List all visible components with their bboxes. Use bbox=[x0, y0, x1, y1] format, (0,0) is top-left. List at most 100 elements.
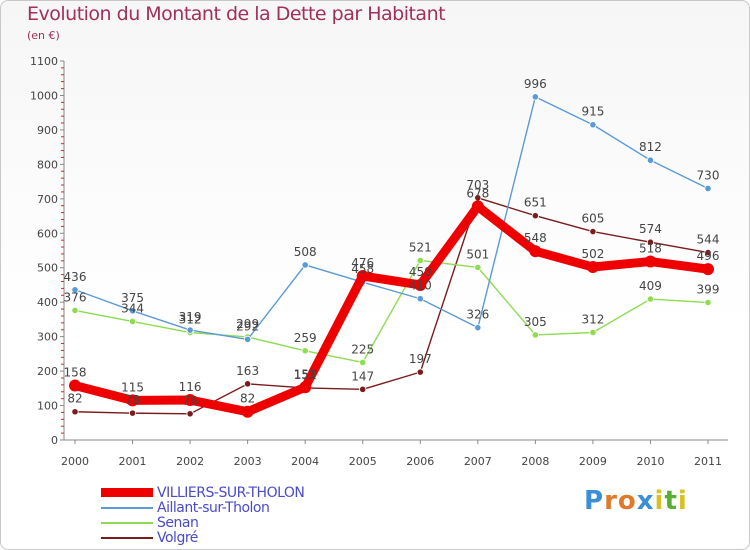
data-label: 82 bbox=[240, 392, 255, 406]
data-point bbox=[589, 121, 597, 129]
y-tick-label: 800 bbox=[37, 158, 58, 171]
data-point bbox=[69, 379, 81, 392]
data-label: 259 bbox=[294, 331, 317, 345]
data-label: 436 bbox=[64, 270, 87, 284]
data-label: 312 bbox=[581, 313, 604, 327]
data-point bbox=[301, 347, 309, 355]
data-point bbox=[416, 256, 424, 265]
data-point bbox=[299, 381, 312, 394]
x-tick-label: 2005 bbox=[349, 455, 377, 468]
data-point bbox=[241, 405, 254, 418]
x-tick-label: 2004 bbox=[291, 455, 319, 468]
y-tick-label: 400 bbox=[37, 296, 58, 309]
data-label: 225 bbox=[351, 342, 374, 356]
y-tick-label: 900 bbox=[37, 124, 58, 137]
data-label: 158 bbox=[64, 366, 87, 380]
legend-label: Senan bbox=[157, 514, 199, 531]
data-label: 312 bbox=[179, 313, 202, 327]
data-point bbox=[126, 394, 139, 407]
y-tick-label: 700 bbox=[37, 193, 58, 206]
x-tick-label: 2008 bbox=[521, 455, 549, 468]
data-point bbox=[71, 306, 79, 315]
legend-item: Volgré bbox=[101, 529, 304, 546]
y-tick-label: 500 bbox=[37, 262, 58, 275]
y-tick-label: 200 bbox=[37, 365, 58, 378]
data-label: 292 bbox=[236, 319, 259, 333]
legend-label: Volgré bbox=[157, 529, 198, 546]
data-label: 703 bbox=[466, 178, 489, 192]
proxiti-logo: Proxiti bbox=[584, 486, 688, 516]
y-tick-label: 100 bbox=[37, 400, 58, 413]
legend-item: Senan bbox=[101, 514, 304, 531]
legend: VILLIERS-SUR-THOLON Aillant-sur-Tholon Sen… bbox=[101, 484, 305, 546]
y-tick-label: 1100 bbox=[30, 55, 58, 68]
data-label: 521 bbox=[409, 240, 432, 254]
data-point bbox=[529, 245, 542, 258]
data-label: 496 bbox=[697, 249, 720, 263]
data-point bbox=[128, 409, 137, 417]
data-point bbox=[531, 212, 539, 220]
data-point bbox=[531, 331, 539, 339]
series-line bbox=[70, 201, 713, 417]
data-label: 319 bbox=[179, 310, 202, 324]
legend-swatch bbox=[101, 521, 153, 524]
data-label: 344 bbox=[121, 301, 144, 315]
data-label: 115 bbox=[121, 380, 144, 394]
data-point bbox=[359, 385, 367, 393]
data-label: 476 bbox=[351, 256, 374, 270]
data-label: 450 bbox=[409, 265, 432, 279]
data-point bbox=[704, 184, 712, 193]
legend-label: Aillant-sur-Tholon bbox=[157, 499, 270, 516]
data-label: 326 bbox=[466, 308, 489, 322]
data-label: 76 bbox=[182, 394, 197, 408]
data-point bbox=[414, 278, 427, 291]
data-label: 399 bbox=[697, 283, 720, 297]
data-label: 544 bbox=[697, 233, 720, 247]
data-point bbox=[589, 328, 597, 337]
data-label: 915 bbox=[581, 105, 604, 119]
data-label: 501 bbox=[466, 247, 489, 261]
series-line bbox=[74, 197, 709, 415]
data-point bbox=[646, 238, 655, 246]
data-label: 163 bbox=[236, 364, 259, 378]
data-point bbox=[704, 248, 712, 257]
legend-swatch bbox=[101, 506, 153, 509]
data-point bbox=[531, 93, 539, 101]
legend-swatch bbox=[101, 536, 153, 539]
data-label: 502 bbox=[581, 247, 604, 261]
data-point bbox=[71, 408, 79, 416]
data-label: 82 bbox=[67, 392, 82, 406]
data-point bbox=[644, 255, 657, 268]
data-label: 409 bbox=[639, 279, 662, 293]
data-label: 730 bbox=[697, 168, 720, 182]
data-point bbox=[244, 380, 252, 388]
data-point bbox=[474, 324, 482, 332]
legend-swatch bbox=[101, 488, 153, 497]
series-line bbox=[74, 96, 709, 341]
data-point bbox=[646, 295, 655, 303]
x-tick-label: 2007 bbox=[464, 455, 492, 468]
y-tick-label: 600 bbox=[37, 227, 58, 240]
data-point bbox=[184, 394, 197, 407]
data-label: 116 bbox=[179, 380, 202, 394]
y-tick-label: 1000 bbox=[30, 89, 58, 102]
data-label: 996 bbox=[524, 77, 547, 91]
series-volgr- bbox=[71, 194, 712, 418]
x-tick-label: 2006 bbox=[406, 455, 434, 468]
legend-label: VILLIERS-SUR-THOLON bbox=[157, 484, 305, 501]
data-point bbox=[646, 156, 655, 164]
data-label: 518 bbox=[639, 242, 662, 256]
legend-item: VILLIERS-SUR-THOLON bbox=[101, 484, 305, 501]
legend-item: Aillant-sur-Tholon bbox=[101, 499, 304, 516]
data-point bbox=[244, 335, 252, 343]
series-aillant-sur-tholon bbox=[71, 93, 712, 343]
x-tick-label: 2003 bbox=[234, 455, 262, 468]
data-label: 78 bbox=[125, 393, 140, 407]
data-label: 410 bbox=[409, 279, 432, 293]
data-point bbox=[71, 286, 79, 294]
data-point bbox=[301, 261, 309, 269]
x-tick-label: 2001 bbox=[119, 455, 147, 468]
data-label: 376 bbox=[64, 290, 87, 304]
